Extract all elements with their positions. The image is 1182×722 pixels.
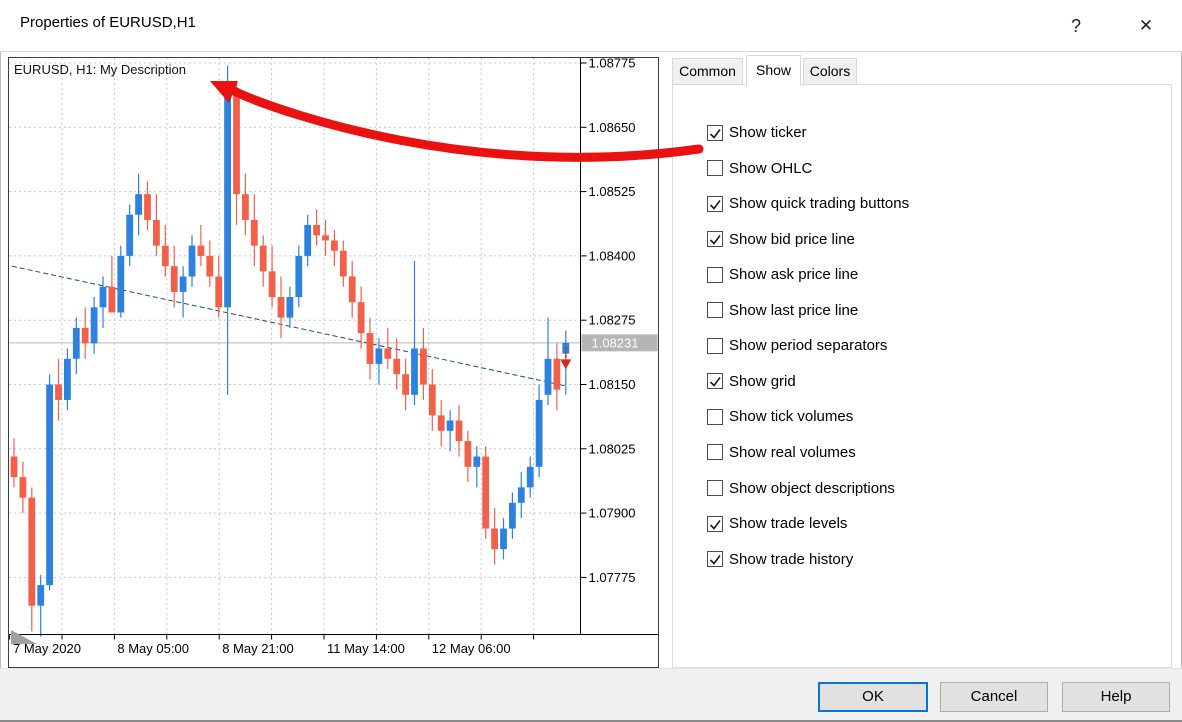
option-label: Show OHLC xyxy=(729,159,813,177)
checkbox-unchecked[interactable] xyxy=(707,480,723,496)
svg-text:1.08150: 1.08150 xyxy=(589,377,636,392)
checkbox-checked[interactable] xyxy=(707,231,723,248)
option-label: Show grid xyxy=(729,372,796,390)
svg-text:1.08650: 1.08650 xyxy=(589,120,636,135)
option-label: Show bid price line xyxy=(729,230,855,248)
chart-preview-panel: 1.08775 1.08650 1.08525 1.08400 1.08275 1.081… xyxy=(8,57,659,668)
checkbox-unchecked[interactable] xyxy=(707,444,723,461)
check-icon xyxy=(709,128,721,139)
svg-text:1.08025: 1.08025 xyxy=(589,441,636,456)
option-show-trade-history[interactable]: Show trade history xyxy=(707,550,853,568)
checkbox-checked[interactable] xyxy=(707,195,723,212)
check-icon xyxy=(709,519,721,530)
option-show-real-volumes[interactable]: Show real volumes xyxy=(707,443,856,461)
checkbox-unchecked[interactable] xyxy=(707,337,723,354)
svg-text:8 May 05:00: 8 May 05:00 xyxy=(117,641,189,656)
svg-text:EURUSD, H1: My Description: EURUSD, H1: My Description xyxy=(14,62,186,77)
help-icon[interactable]: ? xyxy=(1070,16,1081,36)
option-show-period-separators[interactable]: Show period separators xyxy=(707,337,887,355)
footer-bar: OK Cancel Help xyxy=(0,668,1182,722)
checkbox-unchecked[interactable] xyxy=(707,302,723,319)
svg-text:11 May 14:00: 11 May 14:00 xyxy=(327,641,405,656)
svg-text:8 May 21:00: 8 May 21:00 xyxy=(222,641,294,656)
option-show-quick-trading-buttons[interactable]: Show quick trading buttons xyxy=(707,195,909,213)
option-show-ohlc[interactable]: Show OHLC xyxy=(707,159,812,177)
svg-text:1.08525: 1.08525 xyxy=(589,184,636,199)
option-label: Show object descriptions xyxy=(729,479,895,497)
check-icon xyxy=(709,199,721,210)
help-button[interactable]: Help xyxy=(1062,682,1170,712)
cancel-button[interactable]: Cancel xyxy=(940,682,1048,712)
svg-text:7 May 2020: 7 May 2020 xyxy=(13,641,81,656)
option-label: Show ticker xyxy=(729,124,807,141)
candlestick-chart: 1.08775 1.08650 1.08525 1.08400 1.08275 1.081… xyxy=(9,58,658,656)
svg-text:1.08775: 1.08775 xyxy=(589,58,636,71)
option-show-tick-volumes[interactable]: Show tick volumes xyxy=(707,408,853,426)
option-show-grid[interactable]: Show grid xyxy=(707,372,796,390)
check-icon xyxy=(709,555,721,565)
option-show-ask-price-line[interactable]: Show ask price line xyxy=(707,266,858,284)
svg-text:1.08275: 1.08275 xyxy=(589,313,636,328)
option-show-ticker[interactable]: Show ticker xyxy=(707,124,807,142)
svg-text:1.08231: 1.08231 xyxy=(592,335,639,350)
title-bar: Properties of EURUSD,H1 ? ✕ xyxy=(0,0,1182,52)
option-label: Show trade history xyxy=(729,550,854,568)
option-label: Show trade levels xyxy=(729,515,848,533)
svg-text:1.07900: 1.07900 xyxy=(589,506,636,521)
tab-show[interactable]: Show xyxy=(746,55,801,86)
checkbox-checked[interactable] xyxy=(707,515,723,532)
svg-text:1.08400: 1.08400 xyxy=(589,248,636,263)
window-bottom-edge xyxy=(0,720,1182,722)
option-show-bid-price-line[interactable]: Show bid price line xyxy=(707,230,855,248)
checkbox-unchecked[interactable] xyxy=(707,408,723,425)
show-tab-page xyxy=(672,84,1172,668)
option-label: Show quick trading buttons xyxy=(729,195,910,213)
window-title: Properties of EURUSD,H1 xyxy=(20,14,196,31)
option-label: Show last price line xyxy=(729,301,859,319)
ok-button[interactable]: OK xyxy=(818,682,928,712)
checkbox-unchecked[interactable] xyxy=(707,266,723,283)
tab-common[interactable]: Common xyxy=(672,58,743,85)
svg-text:12 May 06:00: 12 May 06:00 xyxy=(432,641,511,656)
tab-colors[interactable]: Colors xyxy=(803,58,857,85)
option-show-last-price-line[interactable]: Show last price line xyxy=(707,301,858,319)
check-icon xyxy=(709,235,721,245)
option-show-trade-levels[interactable]: Show trade levels xyxy=(707,515,847,533)
option-label: Show period separators xyxy=(729,337,888,355)
svg-text:1.07775: 1.07775 xyxy=(589,570,636,585)
option-label: Show ask price line xyxy=(729,266,859,284)
option-show-object-descriptions[interactable]: Show object descriptions xyxy=(707,479,895,497)
close-icon[interactable]: ✕ xyxy=(1138,16,1154,35)
checkbox-checked[interactable] xyxy=(707,124,723,141)
checkbox-checked[interactable] xyxy=(707,373,723,390)
option-label: Show real volumes xyxy=(729,443,856,461)
check-icon xyxy=(709,377,721,388)
checkbox-checked[interactable] xyxy=(707,551,723,568)
checkbox-unchecked[interactable] xyxy=(707,160,723,177)
option-label: Show tick volumes xyxy=(729,408,854,426)
